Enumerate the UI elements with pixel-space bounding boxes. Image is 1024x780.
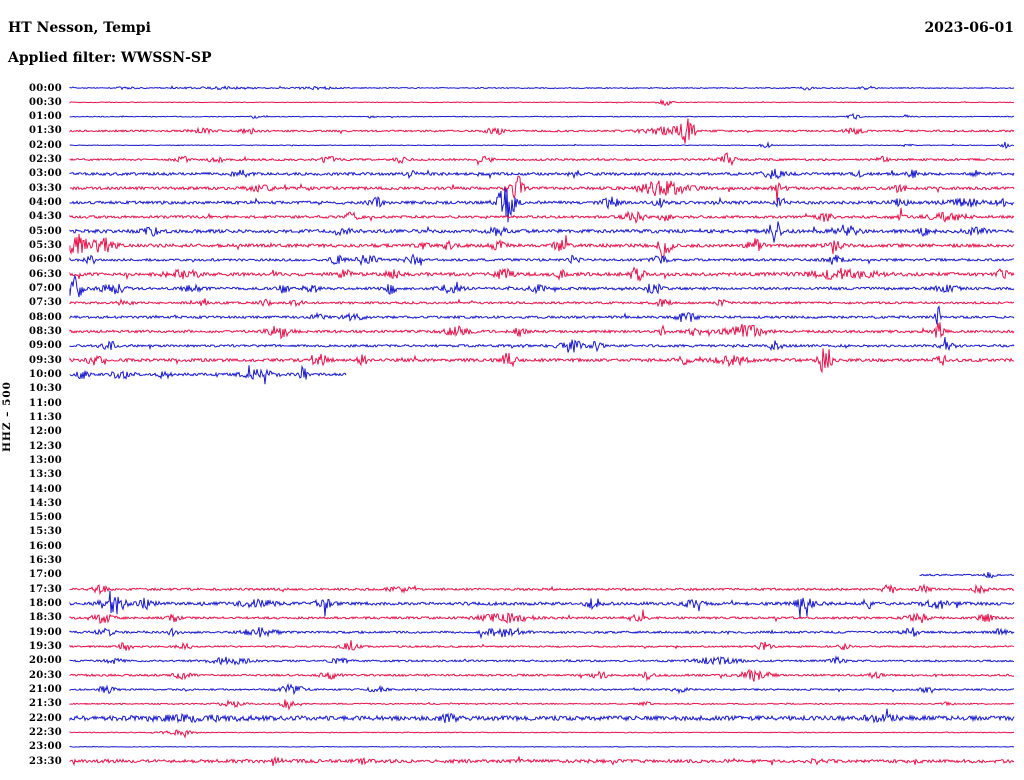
time-label-22:00: 22:00 [28, 712, 62, 724]
time-label-23:30: 23:30 [28, 755, 62, 767]
trace-22:00 [69, 708, 1015, 724]
trace-23:00 [69, 745, 1015, 749]
time-label-14:00: 14:00 [28, 483, 62, 495]
time-label-07:30: 07:30 [28, 297, 62, 309]
trace-02:30 [69, 152, 1015, 167]
time-label-14:30: 14:30 [28, 497, 62, 509]
time-label-11:30: 11:30 [28, 411, 62, 423]
time-label-05:30: 05:30 [28, 240, 62, 252]
trace-07:30 [69, 297, 1015, 308]
trace-18:00 [69, 590, 1015, 618]
trace-21:30 [69, 698, 1015, 711]
time-label-09:30: 09:30 [28, 354, 62, 366]
time-label-04:00: 04:00 [28, 197, 62, 209]
time-label-15:30: 15:30 [28, 526, 62, 538]
trace-00:00 [69, 85, 1015, 91]
trace-01:00 [69, 112, 1015, 120]
time-label-18:00: 18:00 [28, 598, 62, 610]
time-label-02:00: 02:00 [28, 139, 62, 151]
trace-06:30 [69, 266, 1015, 282]
time-label-16:30: 16:30 [28, 555, 62, 567]
time-label-07:00: 07:00 [28, 283, 62, 294]
time-label-00:00: 00:00 [28, 82, 62, 94]
trace-20:00 [69, 655, 1015, 666]
time-label-01:00: 01:00 [28, 111, 62, 123]
time-label-16:00: 16:00 [28, 540, 62, 552]
time-label-08:30: 08:30 [28, 325, 62, 337]
trace-23:30 [69, 755, 1015, 767]
applied-filter-label: Applied filter: WWSSN-SP [8, 50, 212, 66]
time-label-02:30: 02:30 [28, 154, 62, 166]
trace-04:00 [69, 187, 1015, 223]
time-label-15:00: 15:00 [28, 512, 62, 524]
time-label-09:00: 09:00 [28, 340, 62, 352]
trace-17:00 [919, 571, 1015, 579]
time-label-04:30: 04:30 [28, 211, 62, 223]
time-label-17:00: 17:00 [28, 569, 62, 581]
time-label-18:30: 18:30 [28, 612, 62, 624]
trace-03:30 [69, 175, 1015, 203]
time-label-12:00: 12:00 [28, 426, 62, 438]
trace-05:00 [69, 221, 1015, 243]
trace-19:30 [69, 640, 1015, 652]
time-label-06:30: 06:30 [28, 268, 62, 280]
time-label-11:00: 11:00 [28, 397, 62, 409]
trace-22:30 [69, 729, 1015, 739]
time-label-17:30: 17:30 [28, 583, 62, 595]
time-label-03:30: 03:30 [28, 182, 62, 194]
time-label-06:00: 06:00 [28, 254, 62, 266]
trace-18:30 [69, 609, 1015, 625]
trace-19:00 [69, 627, 1015, 640]
trace-21:00 [69, 683, 1015, 696]
time-label-03:00: 03:00 [28, 168, 62, 180]
trace-20:30 [69, 668, 1015, 682]
station-title: HT Nesson, Tempi [8, 20, 151, 36]
time-label-19:30: 19:30 [28, 641, 62, 653]
time-label-20:00: 20:00 [28, 655, 62, 667]
time-label-08:00: 08:00 [28, 311, 62, 323]
time-label-12:30: 12:30 [28, 440, 62, 452]
time-label-20:30: 20:30 [28, 669, 62, 681]
trace-09:30 [69, 348, 1015, 374]
trace-01:30 [69, 118, 1015, 144]
time-label-10:30: 10:30 [28, 383, 62, 395]
trace-05:30 [69, 233, 1015, 259]
trace-07:00 [69, 274, 1015, 298]
time-label-19:00: 19:00 [28, 626, 62, 638]
trace-03:00 [69, 168, 1015, 180]
trace-08:30 [69, 322, 1015, 340]
time-label-21:00: 21:00 [28, 684, 62, 696]
time-label-21:30: 21:30 [28, 698, 62, 710]
trace-17:30 [69, 583, 1015, 596]
time-label-13:30: 13:30 [28, 469, 62, 481]
trace-02:00 [69, 141, 1015, 150]
time-label-01:30: 01:30 [28, 125, 62, 137]
trace-08:00 [69, 305, 1015, 325]
time-label-23:00: 23:00 [28, 741, 62, 753]
trace-00:30 [69, 98, 1015, 107]
trace-04:30 [69, 207, 1015, 224]
trace-06:00 [69, 253, 1015, 267]
time-label-10:00: 10:00 [28, 368, 62, 380]
trace-09:00 [69, 336, 1015, 353]
trace-10:00 [69, 364, 347, 385]
time-label-13:00: 13:00 [28, 454, 62, 466]
time-label-00:30: 00:30 [28, 96, 62, 108]
time-label-22:30: 22:30 [28, 726, 62, 738]
time-label-05:00: 05:00 [28, 225, 62, 237]
date-label: 2023-06-01 [924, 20, 1014, 36]
